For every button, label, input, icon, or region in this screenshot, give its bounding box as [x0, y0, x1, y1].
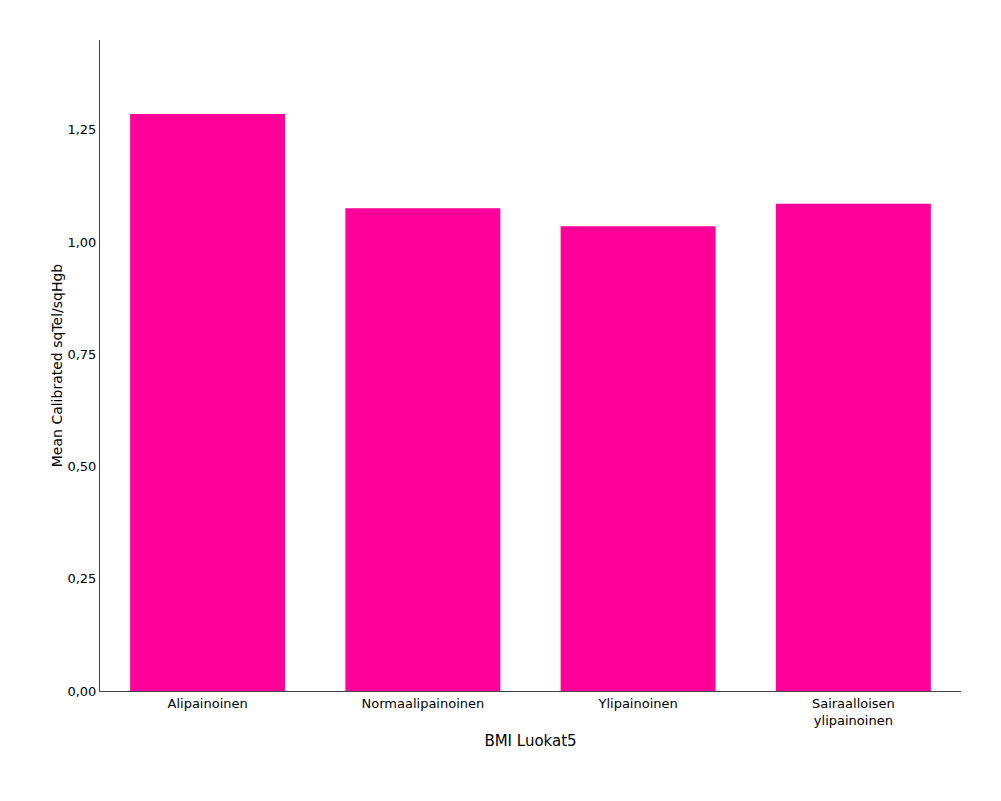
svg-text:0,75: 0,75: [67, 347, 96, 362]
svg-text:1,25: 1,25: [67, 122, 96, 137]
svg-text:Alipainoinen: Alipainoinen: [168, 696, 248, 711]
svg-text:BMI Luokat5: BMI Luokat5: [484, 732, 576, 750]
svg-text:Sairaalloisenylipainoinen: Sairaalloisenylipainoinen: [812, 696, 895, 728]
svg-text:Ylipainoinen: Ylipainoinen: [597, 696, 677, 711]
svg-text:Mean Calibrated sqTel/sqHgb: Mean Calibrated sqTel/sqHgb: [49, 264, 65, 468]
svg-text:Normaalipainoinen: Normaalipainoinen: [362, 696, 485, 711]
svg-text:0,25: 0,25: [67, 571, 96, 586]
svg-text:0,50: 0,50: [67, 459, 96, 474]
svg-text:0,00: 0,00: [67, 684, 96, 699]
svg-text:1,00: 1,00: [67, 235, 96, 250]
